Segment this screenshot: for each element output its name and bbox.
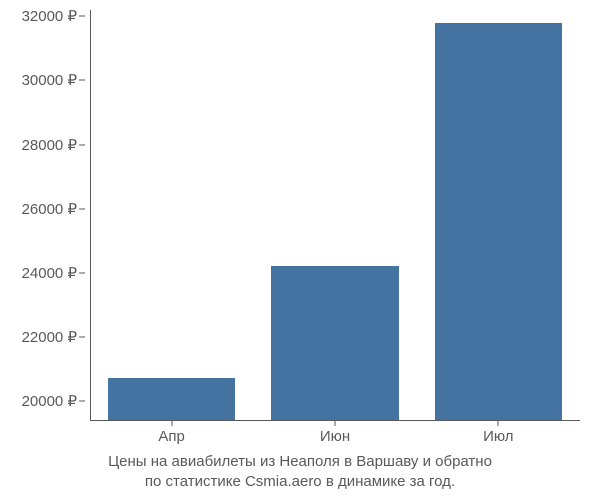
y-tick-label: 24000 ₽: [22, 264, 77, 282]
y-tick-mark: [79, 208, 85, 209]
y-tick-label: 28000 ₽: [22, 136, 77, 154]
x-tick-label: Июн: [320, 428, 350, 445]
x-tick-mark: [498, 420, 499, 426]
y-tick-mark: [79, 80, 85, 81]
x-tick-label: Июл: [483, 428, 513, 445]
bar: [435, 23, 562, 420]
x-tick-mark: [335, 420, 336, 426]
y-tick-mark: [79, 144, 85, 145]
bar: [271, 266, 398, 420]
x-tick-label: Апр: [158, 428, 184, 445]
y-tick-mark: [79, 400, 85, 401]
caption-line-1: Цены на авиабилеты из Неаполя в Варшаву …: [108, 453, 492, 470]
bar: [108, 378, 235, 420]
y-tick-label: 22000 ₽: [22, 328, 77, 346]
y-tick-label: 30000 ₽: [22, 71, 77, 89]
x-axis: Апр Июн Июл: [90, 420, 580, 450]
x-tick-mark: [171, 420, 172, 426]
y-axis: 20000 ₽ 22000 ₽ 24000 ₽ 26000 ₽ 28000 ₽ 30000…: [0, 10, 85, 420]
y-tick-mark: [79, 336, 85, 337]
y-tick-label: 32000 ₽: [22, 7, 77, 25]
y-tick-label: 20000 ₽: [22, 392, 77, 410]
plot-area: [90, 10, 580, 420]
y-tick-mark: [79, 16, 85, 17]
y-tick-mark: [79, 272, 85, 273]
price-chart: 20000 ₽ 22000 ₽ 24000 ₽ 26000 ₽ 28000 ₽ 30000…: [0, 0, 600, 500]
chart-caption: Цены на авиабилеты из Неаполя в Варшаву …: [0, 452, 600, 493]
y-tick-label: 26000 ₽: [22, 200, 77, 218]
caption-line-2: по статистике Csmia.aero в динамике за г…: [145, 473, 455, 490]
